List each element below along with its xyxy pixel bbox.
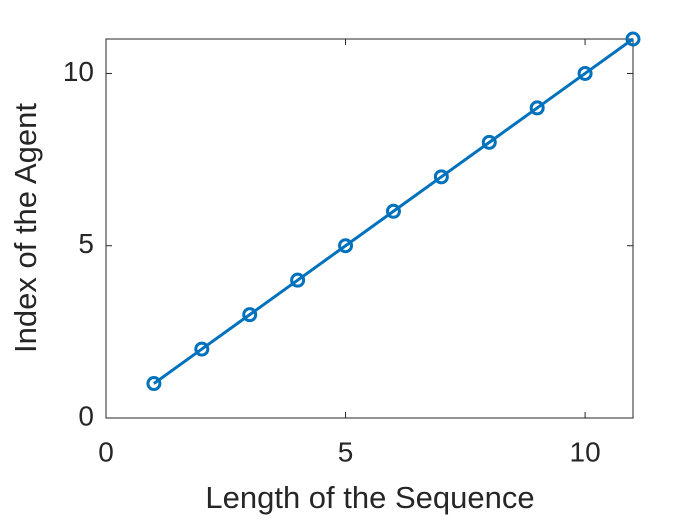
marker xyxy=(242,307,258,323)
x-tick-label: 0 xyxy=(98,436,114,467)
y-tick-label: 5 xyxy=(78,228,94,259)
marker xyxy=(385,203,401,219)
marker xyxy=(481,134,497,150)
x-tick-label: 5 xyxy=(338,436,354,467)
marker xyxy=(625,31,641,47)
marker xyxy=(146,376,162,392)
y-tick-label: 0 xyxy=(78,400,94,431)
y-tick-label: 10 xyxy=(63,56,94,87)
x-axis-label: Length of the Sequence xyxy=(205,480,534,515)
line xyxy=(153,37,634,385)
marker xyxy=(577,65,593,81)
marker xyxy=(433,169,449,185)
plot-area xyxy=(105,38,634,419)
y-axis-label: Index of the Agent xyxy=(8,103,43,353)
marker xyxy=(529,100,545,116)
x-tick-label: 10 xyxy=(570,436,601,467)
marker xyxy=(290,272,306,288)
marker xyxy=(194,341,210,357)
marker xyxy=(338,238,354,254)
